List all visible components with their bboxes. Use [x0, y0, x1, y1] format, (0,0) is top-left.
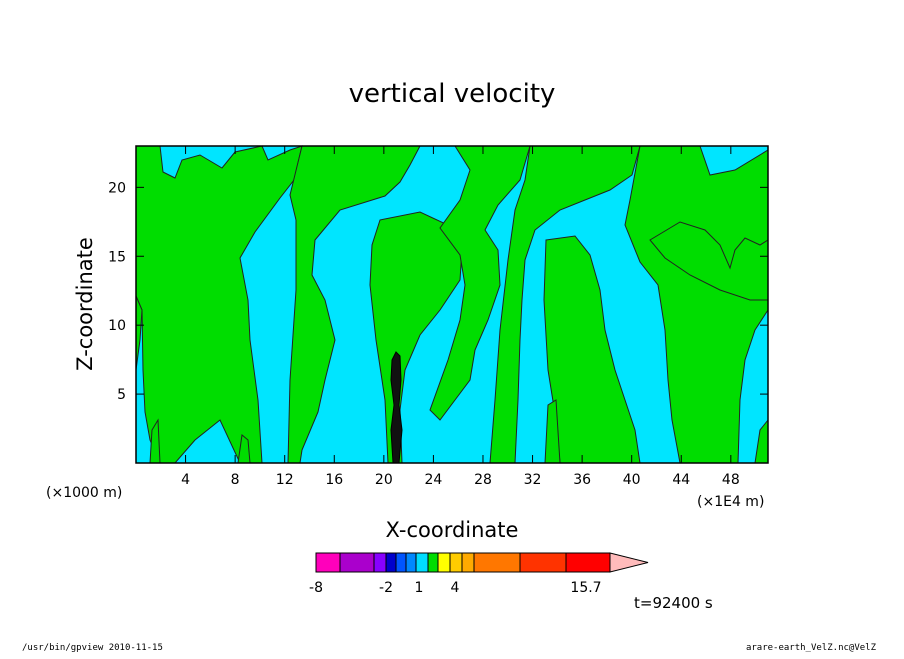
x-tick-label: 44 — [672, 472, 690, 488]
y-tick-label: 20 — [108, 180, 126, 196]
colorbar-segment — [473, 552, 521, 573]
green-region — [429, 145, 531, 421]
colorbar — [315, 552, 649, 573]
y-tick-label: 15 — [108, 249, 126, 265]
x-tick-label: 16 — [325, 472, 343, 488]
colorbar-segment — [395, 552, 407, 573]
x-tick-label: 28 — [474, 472, 492, 488]
colorbar-segment — [339, 552, 375, 573]
green-region — [287, 145, 421, 464]
y-tick-label: 5 — [117, 387, 126, 403]
x-tick-label: 12 — [276, 472, 294, 488]
time-label: t=92400 s — [634, 594, 713, 612]
colorbar-segment — [405, 552, 417, 573]
y-axis: 5 10 15 20 — [108, 180, 768, 403]
colorbar-segment — [415, 552, 429, 573]
x-axis: 4 8 12 16 20 24 28 32 36 40 44 48 — [181, 146, 740, 488]
colorbar-tick-label: 1 — [415, 580, 424, 596]
plot-frame — [135, 145, 769, 464]
y-tick-label: 10 — [108, 318, 126, 334]
x-tick-label: 32 — [524, 472, 542, 488]
y-axis-label: Z-coordinate — [73, 237, 97, 371]
colorbar-tick-label: -8 — [309, 580, 323, 596]
colorbar-segment — [427, 552, 439, 573]
x-tick-label: 24 — [424, 472, 442, 488]
chart-title: vertical velocity — [349, 79, 556, 109]
colorbar-tick-label: -2 — [379, 580, 393, 596]
green-region — [543, 235, 641, 464]
colorbar-segment — [373, 552, 387, 573]
x-tick-label: 48 — [722, 472, 740, 488]
colorbar-segment — [519, 552, 567, 573]
colorbar-ticks: -8 -2 1 4 15.7 — [309, 580, 602, 596]
footer-right: arare-earth_VelZ.nc@VelZ — [746, 643, 877, 653]
x-tick-label: 40 — [623, 472, 641, 488]
contour-field — [135, 145, 769, 464]
colorbar-tick-label: 4 — [451, 580, 460, 596]
colorbar-tick-label: 15.7 — [570, 580, 601, 596]
green-region — [489, 145, 641, 464]
colorbar-segment — [315, 552, 341, 573]
footer-left: /usr/bin/gpview 2010-11-15 — [22, 643, 163, 653]
colorbar-segment — [385, 552, 397, 573]
green-region — [649, 221, 769, 301]
colorbar-segment — [449, 552, 463, 573]
colorbar-segment — [461, 552, 475, 573]
x-tick-label: 36 — [573, 472, 591, 488]
colorbar-segment — [437, 552, 451, 573]
x-tick-label: 20 — [375, 472, 393, 488]
colorbar-extend-arrow — [609, 552, 649, 573]
green-region — [135, 145, 303, 464]
x-unit-left: (×1000 m) — [46, 485, 122, 501]
x-tick-label: 8 — [231, 472, 240, 488]
updraft-core — [390, 351, 403, 464]
colorbar-segment — [565, 552, 611, 573]
x-tick-label: 4 — [181, 472, 190, 488]
x-axis-label: X-coordinate — [386, 518, 519, 542]
x-unit-right: (×1E4 m) — [697, 494, 764, 510]
